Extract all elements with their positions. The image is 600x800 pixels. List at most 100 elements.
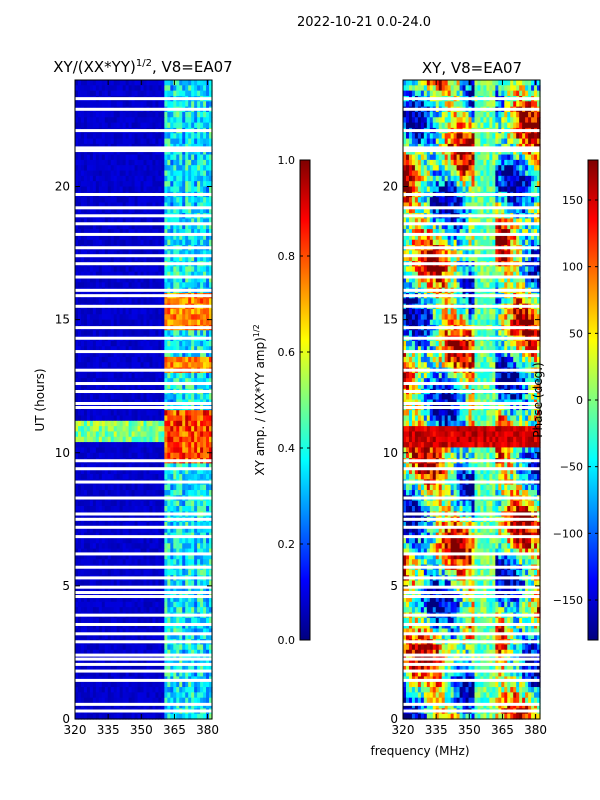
amp-cell	[191, 649, 195, 656]
amp-cell	[104, 431, 109, 438]
amp-cell	[80, 271, 85, 278]
amp-cell	[119, 383, 124, 390]
amp-cell	[173, 159, 177, 166]
amp-cell	[86, 431, 91, 438]
amp-cell	[86, 223, 91, 230]
amp-cell	[170, 468, 174, 475]
amp-cell	[188, 138, 192, 145]
amp-cell	[134, 617, 139, 624]
amp-cell	[203, 197, 207, 204]
amp-cell	[200, 340, 204, 347]
amp-cell	[200, 633, 204, 640]
amp-cell	[75, 383, 79, 390]
amp-cell	[92, 607, 97, 614]
amp-cell	[116, 117, 121, 124]
amp-cell	[191, 596, 195, 603]
amp-cell	[149, 623, 154, 630]
amp-cell	[137, 649, 142, 656]
amp-cell	[116, 580, 121, 587]
amp-cell	[206, 490, 210, 496]
amp-cell	[185, 506, 189, 512]
amp-cell	[200, 569, 204, 576]
amp-cell	[206, 644, 210, 651]
amp-cell	[110, 346, 115, 353]
amp-cell	[134, 223, 139, 230]
amp-cell	[98, 394, 103, 401]
amp-cell	[164, 372, 168, 379]
amp-cell	[137, 277, 142, 283]
amp-cell	[83, 239, 88, 246]
amp-cell	[173, 537, 177, 544]
amp-cell	[182, 133, 186, 140]
amp-cell	[185, 591, 189, 598]
amp-cell	[113, 537, 118, 544]
amp-cell	[179, 80, 183, 86]
amp-cell	[155, 207, 159, 214]
amp-cell	[155, 378, 159, 385]
amp-cell	[86, 617, 91, 624]
amp-cell	[107, 229, 112, 236]
amp-cell	[182, 308, 186, 315]
amp-cell	[176, 431, 180, 438]
amp-cell	[107, 181, 112, 188]
amp-cell	[95, 633, 100, 640]
amp-cell	[176, 133, 180, 140]
amp-cell	[77, 351, 82, 358]
amp-cell	[125, 628, 130, 635]
amp-cell	[131, 133, 136, 140]
amp-cell	[140, 452, 145, 459]
amp-cell	[188, 346, 192, 353]
amp-cell	[206, 122, 210, 129]
amp-cell	[161, 90, 165, 97]
amp-cell	[194, 239, 198, 246]
amp-cell	[200, 580, 204, 587]
amp-cell	[155, 266, 159, 273]
amp-cell	[185, 85, 189, 92]
amp-cell	[173, 181, 177, 188]
amp-cell	[137, 484, 142, 491]
amp-cell	[134, 569, 139, 576]
amp-cell	[107, 80, 112, 86]
amp-cell	[77, 553, 82, 560]
amp-cell	[92, 356, 97, 363]
amp-cell	[161, 229, 165, 236]
amp-cell	[137, 314, 142, 321]
amp-cell	[107, 463, 112, 470]
amp-cell	[113, 553, 118, 560]
amp-cell	[182, 500, 186, 507]
amp-cell	[122, 170, 127, 177]
amp-cell	[101, 351, 106, 358]
amp-cell	[164, 596, 168, 603]
amp-cell	[149, 154, 154, 161]
amp-cell	[131, 490, 136, 496]
amp-cell	[107, 394, 112, 401]
amp-cell	[197, 431, 201, 438]
amp-cell	[113, 601, 118, 608]
amp-cell	[80, 314, 85, 321]
amp-cell	[89, 553, 94, 560]
amp-cell	[86, 591, 91, 598]
amp-cell	[98, 202, 103, 209]
amp-cell	[167, 633, 171, 640]
amp-cell	[104, 223, 109, 230]
amp-cell	[197, 420, 201, 427]
amp-cell	[161, 607, 165, 614]
amp-cell	[101, 415, 106, 422]
amp-cell	[140, 271, 145, 278]
amp-cell	[98, 101, 103, 108]
amp-cell	[107, 607, 112, 614]
amp-cell	[134, 463, 139, 470]
amp-cell	[125, 559, 130, 566]
amp-cell	[155, 649, 159, 656]
amp-cell	[167, 181, 171, 188]
amp-cell	[203, 319, 207, 326]
amp-cell	[146, 340, 151, 347]
amp-cell	[164, 271, 168, 278]
amp-cell	[101, 506, 106, 512]
amp-cell	[173, 410, 177, 417]
amp-cell	[152, 346, 157, 353]
amp-cell	[140, 85, 145, 92]
amp-cell	[170, 101, 174, 108]
amp-cell	[158, 431, 162, 438]
amp-cell	[176, 410, 180, 417]
